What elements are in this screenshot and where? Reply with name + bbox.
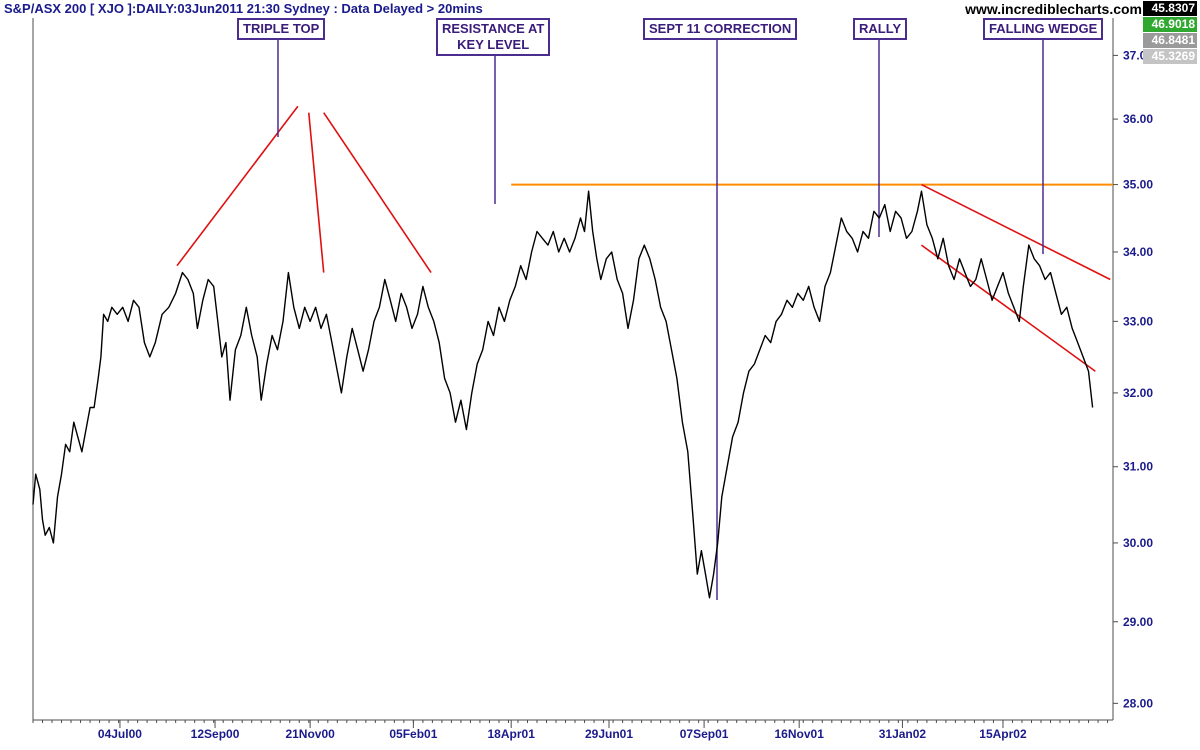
y-tick-label: 35.00	[1123, 178, 1153, 192]
site-url[interactable]: www.incrediblecharts.com	[965, 1, 1142, 17]
value-badge-low: 45.3269	[1143, 49, 1197, 64]
callout-triple-top: TRIPLE TOP	[237, 18, 326, 40]
x-tick-label: 07Sep01	[680, 727, 729, 741]
trend-line	[921, 183, 1111, 281]
x-tick-label: 16Nov01	[775, 727, 825, 741]
x-tick-label: 31Jan02	[879, 727, 927, 741]
value-badge-last: 45.8307	[1143, 1, 1197, 16]
y-tick-label: 31.00	[1123, 460, 1153, 474]
chart-frame	[32, 18, 1114, 721]
x-tick-label: 29Jun01	[585, 727, 633, 741]
x-tick-label: 15Apr02	[979, 727, 1027, 741]
price-series-layer	[32, 190, 1094, 599]
trend-line	[920, 244, 1096, 372]
trend-line-layer	[176, 105, 1111, 372]
x-tick-label: 12Sep00	[191, 727, 240, 741]
y-tick-label: 28.00	[1123, 696, 1153, 710]
value-badge-high: 46.9018	[1143, 17, 1197, 32]
value-badge-open: 46.8481	[1143, 33, 1197, 48]
callout-leader-layer	[277, 38, 1044, 600]
trend-line	[323, 112, 432, 274]
price-line	[32, 190, 1094, 599]
axis-tick-layer: 28.00 29.00 30.00 31.00 32.00 33.00 34.00 35.00…	[32, 48, 1153, 741]
trend-line	[176, 105, 299, 267]
y-tick-label: 29.00	[1123, 615, 1153, 629]
callout-sept11-correction: SEPT 11 CORRECTION	[643, 18, 798, 40]
callout-resistance: RESISTANCE AT KEY LEVEL	[436, 18, 551, 56]
x-tick-label: 21Nov00	[285, 727, 335, 741]
callout-rally: RALLY	[853, 18, 908, 40]
trend-line	[307, 112, 325, 273]
y-tick-label: 30.00	[1123, 536, 1153, 550]
y-tick-label: 33.00	[1123, 314, 1153, 328]
chart-header: S&P/ASX 200 [ XJO ]:DAILY:03Jun2011 21:3…	[4, 1, 483, 16]
x-tick-label: 18Apr01	[488, 727, 536, 741]
callout-falling-wedge: FALLING WEDGE	[983, 18, 1104, 40]
x-tick-label: 05Feb01	[389, 727, 437, 741]
y-tick-label: 34.00	[1123, 245, 1153, 259]
y-tick-label: 32.00	[1123, 386, 1153, 400]
x-tick-label: 04Jul00	[98, 727, 142, 741]
y-tick-label: 36.00	[1123, 112, 1153, 126]
